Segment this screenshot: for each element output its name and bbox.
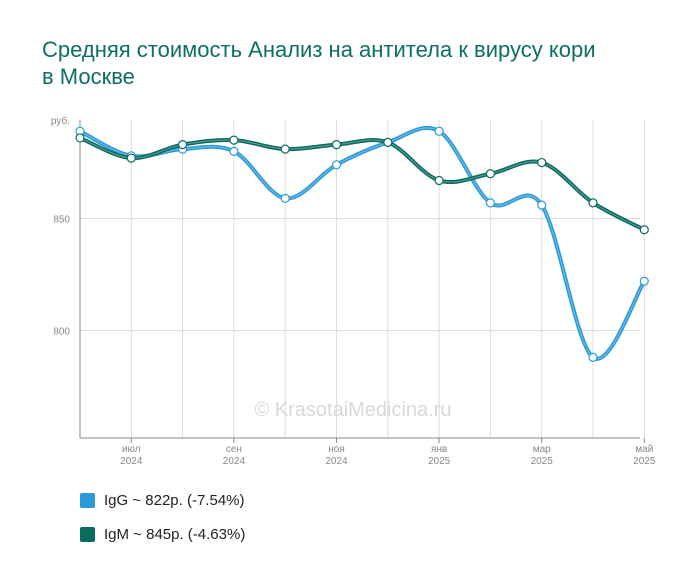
legend-swatch-igg: [80, 492, 95, 508]
data-point-igm: [383, 137, 393, 147]
chart-title: Средняя стоимость Анализ на антитела к в…: [42, 37, 596, 89]
series-line-highlight-igg: [79, 127, 645, 360]
x-tick-label-month: сен: [226, 444, 242, 455]
y-axis-unit-label: руб.: [51, 115, 70, 127]
x-tick-label-month: ноя: [328, 444, 345, 455]
legend-item-igm[interactable]: IgM ~ 845р. (-4.63%): [80, 524, 380, 544]
data-point-igg: [588, 352, 598, 362]
y-tick-label: 850: [53, 215, 70, 226]
data-point-igm: [639, 225, 649, 235]
data-point-igg: [537, 200, 547, 210]
data-point-igg: [434, 126, 444, 136]
data-point-igg: [639, 276, 649, 286]
legend-swatch-igm: [80, 526, 95, 542]
data-point-igg: [331, 160, 342, 170]
x-tick-label-month: июл: [122, 444, 141, 455]
data-point-igg: [229, 146, 239, 156]
x-tick-label-year: 2025: [531, 456, 554, 467]
data-point-igm: [485, 169, 495, 179]
data-point-igm: [280, 144, 290, 154]
series-layer: [75, 125, 649, 362]
legend-label-igm: IgM ~ 845р. (-4.63%): [104, 525, 246, 543]
x-tick-label-year: 2025: [633, 456, 656, 467]
x-tick-label-year: 2024: [223, 456, 246, 467]
data-point-igm: [588, 198, 598, 208]
series-line-igg: [78, 125, 647, 361]
data-point-igm: [126, 153, 136, 163]
data-point-igm: [229, 135, 239, 145]
legend-label-igg: IgG ~ 822р. (-7.54%): [104, 491, 245, 509]
legend-item-igg[interactable]: IgG ~ 822р. (-7.54%): [80, 490, 380, 510]
data-point-igm: [434, 175, 444, 186]
x-tick-label-year: 2025: [428, 456, 451, 467]
data-point-igm: [331, 140, 342, 150]
axis-labels: 800850руб.июл2024сен2024ноя2024янв2025ма…: [51, 115, 656, 467]
x-tick-label-year: 2024: [325, 456, 348, 467]
x-tick-label-month: май: [635, 444, 653, 455]
x-tick-label-month: мар: [533, 444, 551, 455]
data-point-igm: [178, 140, 188, 150]
grid: [79, 120, 645, 443]
data-point-igg: [485, 198, 495, 208]
x-tick-label-month: янв: [431, 444, 447, 455]
data-point-igm: [75, 133, 85, 143]
watermark: © KrasotaiMedicina.ru: [254, 399, 451, 421]
data-point-igm: [537, 157, 547, 168]
y-tick-label: 800: [53, 327, 70, 338]
x-tick-label-year: 2024: [120, 456, 143, 467]
data-point-igg: [280, 193, 290, 203]
